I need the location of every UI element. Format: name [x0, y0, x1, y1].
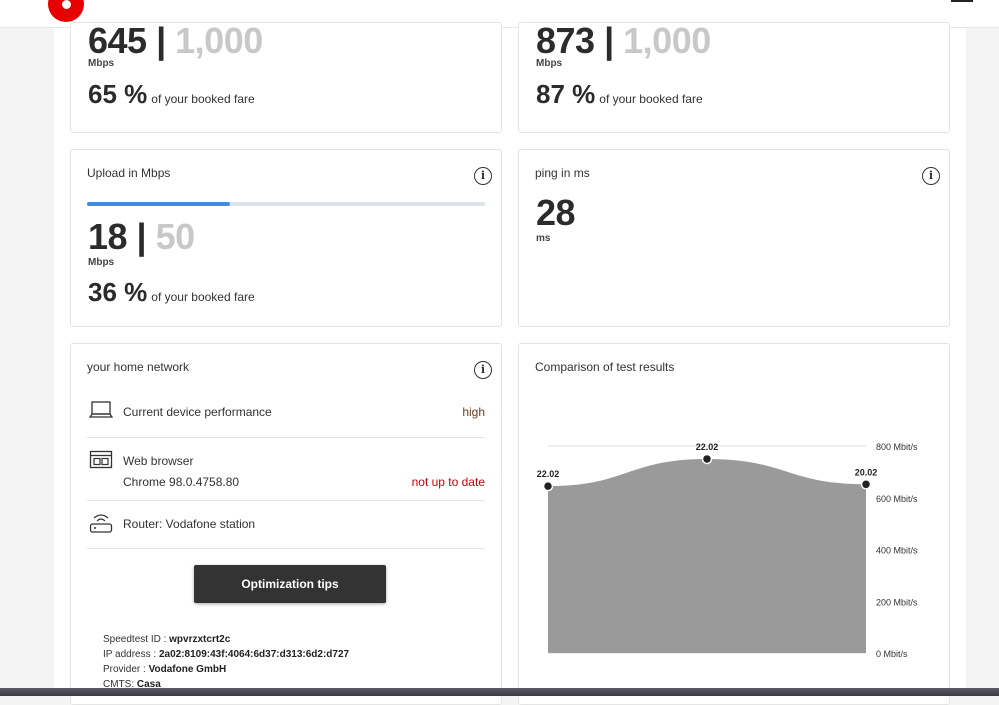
separator: |	[146, 20, 176, 61]
router-icon	[89, 514, 113, 533]
laptop-icon	[89, 401, 113, 418]
meta-value: 2a02:8109:43f:4064:6d37:d313:6d2:d727	[158, 649, 350, 660]
home-network-card: your home network i Current device perfo…	[70, 343, 502, 705]
comparison-title: Comparison of test results	[535, 360, 675, 374]
speedtest-id: Speedtest ID : wpvrzxtcrt2c	[103, 634, 230, 645]
download-percent-text: of your booked fare	[151, 92, 255, 106]
wifi-percent-value: 87 %	[536, 79, 596, 109]
comparison-chart: 800 Mbit/s 600 Mbit/s 400 Mbit/s 200 Mbit/s…	[537, 442, 918, 659]
ping-value: 28	[536, 192, 576, 233]
meta-value: Casa	[136, 679, 161, 690]
router-row: Router: Vodafone station	[87, 501, 485, 549]
upload-speed: 18 | 50	[88, 216, 195, 258]
comparison-card: Comparison of test results 800 Mbit/s 600…	[518, 343, 950, 705]
upload-booked-value: 50	[155, 216, 196, 257]
device-performance-value: high	[462, 405, 485, 419]
download-card: 645 | 1,000 Mbps 65 % of your booked fare	[70, 20, 502, 133]
download-unit: Mbps	[88, 58, 115, 69]
meta-value: wpvrzxtcrt2c	[169, 634, 231, 645]
wifi-percent-text: of your booked fare	[599, 92, 703, 106]
device-performance-row: Current device performance high	[87, 390, 485, 438]
results-content: 645 | 1,000 Mbps 65 % of your booked fare…	[54, 20, 966, 705]
hamburger-menu-icon[interactable]	[951, 0, 973, 2]
cmts: CMTS: Casa	[103, 679, 161, 690]
y-tick-label: 200 Mbit/s	[876, 597, 918, 607]
download-percentage: 65 % of your booked fare	[88, 79, 255, 110]
data-label: 22.02	[696, 442, 719, 452]
data-point	[860, 479, 872, 490]
download-booked-value: 1,000	[175, 20, 263, 61]
info-icon[interactable]: i	[474, 361, 492, 379]
ping-unit: ms	[536, 233, 551, 244]
wifi-booked-value: 1,000	[623, 20, 711, 61]
data-point	[701, 453, 713, 465]
web-browser-row: Web browser Chrome 98.0.4758.80 not up t…	[87, 438, 485, 501]
upload-unit: Mbps	[88, 257, 115, 268]
meta-label: IP address :	[103, 649, 159, 660]
ip-address: IP address : 2a02:8109:43f:4064:6d37:d31…	[103, 649, 349, 660]
upload-title: Upload in Mbps	[87, 166, 171, 180]
wifi-speed: 873 | 1,000	[536, 20, 711, 62]
y-tick-label: 0 Mbit/s	[876, 649, 908, 659]
upload-value: 18	[88, 216, 128, 257]
y-tick-label: 600 Mbit/s	[876, 494, 918, 504]
upload-percent-text: of your booked fare	[151, 290, 255, 304]
wifi-unit: Mbps	[536, 58, 563, 69]
meta-label: CMTS:	[103, 679, 137, 690]
y-tick-label: 800 Mbit/s	[876, 442, 918, 452]
upload-card: Upload in Mbps i 18 | 50 Mbps 36 % of you…	[70, 149, 502, 327]
meta-label: Provider :	[103, 664, 149, 675]
data-label: 22.02	[537, 469, 560, 479]
wifi-speed-card: 873 | 1,000 Mbps 87 % of your booked fare	[518, 20, 950, 133]
y-tick-label: 400 Mbit/s	[876, 546, 918, 556]
browser-status: not up to date	[411, 475, 485, 489]
download-percent-value: 65 %	[88, 79, 148, 109]
wifi-percentage: 87 % of your booked fare	[536, 79, 703, 110]
upload-percentage: 36 % of your booked fare	[88, 277, 255, 308]
wifi-value: 873	[536, 20, 595, 61]
browser-window-icon	[89, 450, 113, 469]
area-series	[548, 458, 866, 653]
vodafone-logo-icon[interactable]	[48, 0, 84, 22]
info-icon[interactable]: i	[474, 167, 492, 185]
router-label: Router: Vodafone station	[123, 517, 256, 531]
data-point	[542, 480, 554, 492]
os-taskbar	[0, 688, 999, 696]
home-network-title: your home network	[87, 360, 190, 374]
download-speed: 645 | 1,000	[88, 20, 263, 62]
info-icon[interactable]: i	[922, 167, 940, 185]
data-label: 20.02	[855, 467, 878, 477]
provider: Provider : Vodafone GmbH	[103, 664, 226, 675]
separator: |	[594, 20, 624, 61]
browser-version: Chrome 98.0.4758.80	[123, 475, 240, 489]
web-browser-label: Web browser	[123, 454, 194, 468]
separator: |	[127, 216, 156, 257]
upload-progress-bar	[87, 202, 485, 206]
optimization-tips-button[interactable]: Optimization tips	[194, 565, 386, 603]
ping-title: ping in ms	[535, 166, 590, 180]
upload-percent-value: 36 %	[88, 277, 148, 307]
download-value: 645	[88, 20, 147, 61]
meta-label: Speedtest ID :	[103, 634, 170, 645]
device-performance-label: Current device performance	[123, 405, 272, 419]
ping-card: ping in ms i 28 ms	[518, 149, 950, 327]
meta-value: Vodafone GmbH	[148, 664, 227, 675]
upload-progress-fill	[87, 202, 231, 206]
